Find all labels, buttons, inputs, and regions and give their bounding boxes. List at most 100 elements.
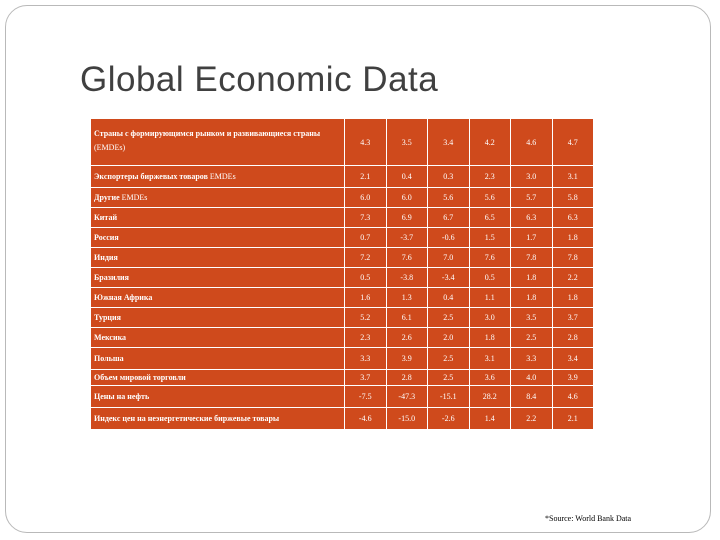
- row-label: Бразилия: [90, 267, 345, 288]
- table-row: Цены на нефть -7.5 -47.3 -15.1 28.2 8.4 4.6: [90, 385, 594, 408]
- row-label-text: Россия: [94, 233, 119, 242]
- row-label-text: Китай: [94, 213, 118, 222]
- value-cell: 3.9: [385, 347, 428, 370]
- row-label: Польша: [90, 347, 345, 370]
- value-cell: 4.6: [551, 385, 594, 408]
- row-label: Цены на нефть: [90, 385, 345, 408]
- value-cell: 5.6: [468, 187, 511, 208]
- row-label: Страны с формирующимся рынком и развиваю…: [90, 118, 345, 166]
- value-cell: 8.4: [510, 385, 553, 408]
- row-label-text: Другие: [94, 193, 120, 202]
- value-cell: 3.3: [510, 347, 553, 370]
- value-cell: -47.3: [385, 385, 428, 408]
- table-row: Экспортеры биржевых товаров EMDEs 2.1 0.4 0…: [90, 165, 594, 188]
- row-label: Экспортеры биржевых товаров EMDEs: [90, 165, 345, 188]
- value-cell: 7.3: [344, 207, 387, 228]
- row-label-line2: (EMDEs): [94, 143, 126, 152]
- row-label-text: Турция: [94, 313, 121, 322]
- row-label: Другие EMDEs: [90, 187, 345, 208]
- value-cell: 3.7: [344, 369, 387, 386]
- value-cell: 1.7: [510, 227, 553, 248]
- row-label: Индекс цен на неэнергетические биржевые …: [90, 407, 345, 430]
- value-cell: 3.4: [551, 347, 594, 370]
- row-label-subtext: EMDEs: [209, 172, 236, 181]
- value-cell: 7.0: [427, 247, 470, 268]
- row-label: Индия: [90, 247, 345, 268]
- data-table: Страны с формирующимся рынком и развиваю…: [90, 118, 594, 430]
- value-cell: 1.3: [385, 287, 428, 308]
- value-cell: 1.4: [468, 407, 511, 430]
- value-cell: 5.7: [510, 187, 553, 208]
- value-cell: 6.9: [385, 207, 428, 228]
- value-cell: -3.7: [385, 227, 428, 248]
- value-cell: 2.3: [468, 165, 511, 188]
- value-cell: 3.1: [551, 165, 594, 188]
- table-row: Индия 7.2 7.6 7.0 7.6 7.8 7.8: [90, 247, 594, 268]
- value-cell: 3.0: [468, 307, 511, 328]
- value-cell: 2.5: [510, 327, 553, 348]
- source-note: *Source: World Bank Data: [545, 514, 632, 523]
- row-label: Турция: [90, 307, 345, 328]
- table-row: Южная Африка 1.6 1.3 0.4 1.1 1.8 1.8: [90, 287, 594, 308]
- table-body: Страны с формирующимся рынком и развиваю…: [90, 118, 594, 430]
- value-cell: 1.8: [510, 267, 553, 288]
- row-label: Китай: [90, 207, 345, 228]
- row-label-text: Цены на нефть: [94, 392, 150, 401]
- value-cell: 5.2: [344, 307, 387, 328]
- value-cell: 3.6: [468, 369, 511, 386]
- row-label: Мексика: [90, 327, 345, 348]
- value-cell: 7.8: [551, 247, 594, 268]
- value-cell: 7.6: [468, 247, 511, 268]
- value-cell: 0.5: [344, 267, 387, 288]
- value-cell: -15.1: [427, 385, 470, 408]
- value-cell: 0.7: [344, 227, 387, 248]
- row-label-text: Объем мировой торговли: [94, 373, 186, 382]
- value-cell: -15.0: [385, 407, 428, 430]
- value-cell: 0.3: [427, 165, 470, 188]
- value-cell: 6.5: [468, 207, 511, 228]
- value-cell: -2.6: [427, 407, 470, 430]
- value-cell: 5.6: [427, 187, 470, 208]
- value-cell: 2.6: [385, 327, 428, 348]
- table-row: Турция 5.2 6.1 2.5 3.0 3.5 3.7: [90, 307, 594, 328]
- value-cell: -0.6: [427, 227, 470, 248]
- table-row: Другие EMDEs 6.0 6.0 5.6 5.6 5.7 5.8: [90, 187, 594, 208]
- value-cell: -4.6: [344, 407, 387, 430]
- row-label-subtext: EMDEs: [121, 193, 148, 202]
- value-cell: 1.1: [468, 287, 511, 308]
- value-cell: 28.2: [468, 385, 511, 408]
- table-row: Мексика 2.3 2.6 2.0 1.8 2.5 2.8: [90, 327, 594, 348]
- value-cell: 2.1: [344, 165, 387, 188]
- value-cell: 0.4: [427, 287, 470, 308]
- value-cell: 4.7: [551, 118, 594, 166]
- value-cell: 1.8: [468, 327, 511, 348]
- value-cell: 2.5: [427, 347, 470, 370]
- table-row: Китай 7.3 6.9 6.7 6.5 6.3 6.3: [90, 207, 594, 228]
- value-cell: 1.5: [468, 227, 511, 248]
- value-cell: 0.4: [385, 165, 428, 188]
- value-cell: 4.6: [510, 118, 553, 166]
- value-cell: 3.3: [344, 347, 387, 370]
- value-cell: 6.0: [344, 187, 387, 208]
- value-cell: 4.0: [510, 369, 553, 386]
- value-cell: 1.8: [510, 287, 553, 308]
- value-cell: 7.6: [385, 247, 428, 268]
- value-cell: 1.8: [551, 287, 594, 308]
- value-cell: -7.5: [344, 385, 387, 408]
- row-label-text: Мексика: [94, 333, 127, 342]
- row-label: Россия: [90, 227, 345, 248]
- row-label-text: Бразилия: [94, 273, 129, 282]
- value-cell: 2.3: [344, 327, 387, 348]
- value-cell: 3.5: [385, 118, 428, 166]
- value-cell: 3.0: [510, 165, 553, 188]
- table-row: Россия 0.7 -3.7 -0.6 1.5 1.7 1.8: [90, 227, 594, 248]
- row-label-text: Экспортеры биржевых товаров: [94, 172, 208, 181]
- value-cell: 2.2: [551, 267, 594, 288]
- value-cell: -3.4: [427, 267, 470, 288]
- table-row: Польша 3.3 3.9 2.5 3.1 3.3 3.4: [90, 347, 594, 370]
- table-row: Индекс цен на неэнергетические биржевые …: [90, 407, 594, 430]
- table-row: Бразилия 0.5 -3.8 -3.4 0.5 1.8 2.2: [90, 267, 594, 288]
- value-cell: 2.0: [427, 327, 470, 348]
- value-cell: 2.8: [385, 369, 428, 386]
- value-cell: -3.8: [385, 267, 428, 288]
